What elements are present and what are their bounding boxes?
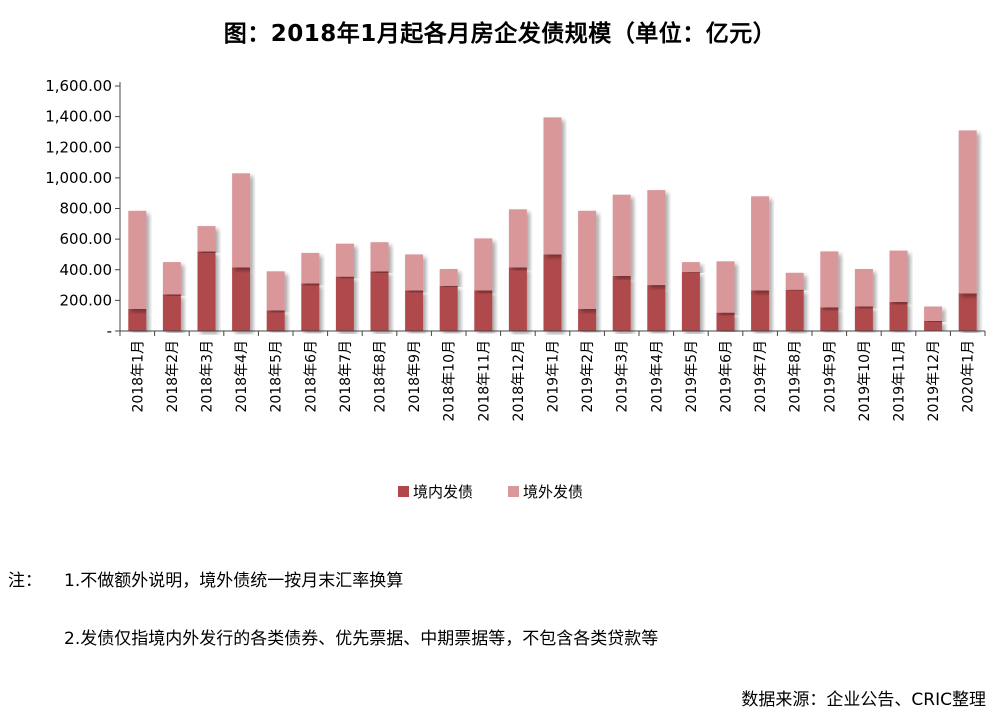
bar-domestic-24 [924,321,943,331]
x-tick-label: 2018年2月 [165,340,181,413]
y-tick-label: 400.00 [60,261,113,279]
x-tick-label: 2019年7月 [753,340,769,413]
stacked-bar-chart: 2018年1月 2018年2月 2018年3月 2018年4月 2018年5月 2018年… [45,77,986,501]
y-tick-label: 1,600.00 [45,77,112,95]
bar-overseas-9 [405,254,424,291]
bar-overseas-1 [128,210,147,309]
note-prefix: 注： [8,571,42,591]
bar-domestic-2 [162,294,181,332]
bar-overseas-14 [578,210,597,309]
bar-domestic-9 [405,290,424,331]
bar-overseas-13 [543,117,562,255]
x-tick-label: 2020年1月 [961,340,977,413]
bar-domestic-5 [266,310,285,331]
bar-domestic-6 [301,283,320,331]
bar-domestic-25 [958,293,977,331]
bar-domestic-18 [716,312,735,331]
bar-overseas-11 [474,238,493,291]
y-tick-label: - [107,322,112,340]
bar-domestic-15 [612,275,631,331]
bar-domestic-17 [681,272,700,331]
bar-overseas-25 [958,130,977,294]
bar-domestic-22 [854,306,873,331]
bar-domestic-7 [335,276,354,331]
bar-overseas-17 [681,262,700,273]
bar-overseas-2 [162,262,181,295]
axes-group: 2018年1月 2018年2月 2018年3月 2018年4月 2018年5月 2018年… [45,77,986,421]
legend-label-overseas: 境外发债 [523,483,583,501]
x-tick-label: 2019年3月 [615,340,631,413]
y-tick-label: 600.00 [60,230,113,248]
bar-domestic-19 [751,290,770,331]
bar-overseas-5 [266,271,285,311]
legend-label-domestic: 境内发债 [413,483,473,501]
bar-domestic-23 [889,301,908,331]
bar-domestic-21 [820,307,839,331]
x-tick-label: 2018年5月 [269,340,285,413]
note-line-2: 2.发债仅指境内外发行的各类债券、优先票据、中期票据等，不包含各类贷款等 [64,629,659,649]
x-tick-label: 2018年3月 [200,340,216,413]
bar-overseas-4 [232,173,251,268]
bar-overseas-22 [854,269,873,307]
bar-overseas-8 [370,242,389,272]
x-tick-label: 2019年5月 [684,340,700,413]
bar-overseas-21 [820,251,839,308]
x-tick-label: 2018年1月 [130,340,146,413]
bar-domestic-12 [508,267,527,331]
bar-overseas-12 [508,209,527,268]
x-tick-label: 2019年9月 [822,340,838,413]
bar-overseas-6 [301,252,320,284]
legend: 境内发债 境外发债 [398,483,583,501]
bar-domestic-4 [232,267,251,331]
x-tick-label: 2019年12月 [926,340,942,421]
y-tick-label: 1,000.00 [45,169,112,187]
bar-overseas-3 [197,226,216,252]
bar-overseas-20 [785,272,804,290]
note-line-1: 1.不做额外说明，境外债统一按月末汇率换算 [64,571,404,591]
y-tick-label: 1,200.00 [45,138,112,156]
legend-swatch-overseas [508,486,519,497]
bar-domestic-8 [370,271,389,331]
bar-overseas-7 [335,243,354,277]
x-tick-label: 2019年4月 [649,340,665,413]
bar-overseas-15 [612,194,631,276]
bar-overseas-24 [924,306,943,321]
bar-domestic-1 [128,308,147,331]
legend-swatch-domestic [398,486,409,497]
x-tick-label: 2018年7月 [338,340,354,413]
x-tick-label: 2018年6月 [303,340,319,413]
y-tick-label: 200.00 [60,291,113,309]
bar-domestic-13 [543,254,562,331]
chart-title: 图：2018年1月起各月房企发债规模（单位：亿元） [223,21,777,47]
x-tick-label: 2018年12月 [511,340,527,421]
source-note: 数据来源：企业公告、CRIC整理 [741,690,986,710]
x-tick-label: 2019年8月 [788,340,804,413]
bar-domestic-3 [197,251,216,331]
x-tick-label: 2019年10月 [857,340,873,421]
y-tick-label: 800.00 [60,200,113,218]
y-tick-label: 1,400.00 [45,108,112,126]
x-tick-label: 2019年6月 [719,340,735,413]
bar-overseas-19 [751,196,770,291]
bar-overseas-16 [647,190,666,285]
x-tick-label: 2018年10月 [442,340,458,421]
x-tick-label: 2019年1月 [546,340,562,413]
bar-overseas-23 [889,250,908,302]
x-tick-label: 2018年9月 [407,340,423,413]
x-tick-label: 2018年8月 [373,340,389,413]
bar-overseas-10 [439,269,458,286]
bar-domestic-20 [785,289,804,331]
x-tick-label: 2018年4月 [234,340,250,413]
x-tick-label: 2019年2月 [580,340,596,413]
x-tick-label: 2019年11月 [892,340,908,421]
bar-domestic-11 [474,290,493,331]
bar-domestic-10 [439,285,458,331]
bars-group [128,117,977,332]
bar-overseas-18 [716,261,735,313]
bar-domestic-16 [647,285,666,331]
x-tick-label: 2018年11月 [476,340,492,421]
bar-domestic-14 [578,308,597,331]
